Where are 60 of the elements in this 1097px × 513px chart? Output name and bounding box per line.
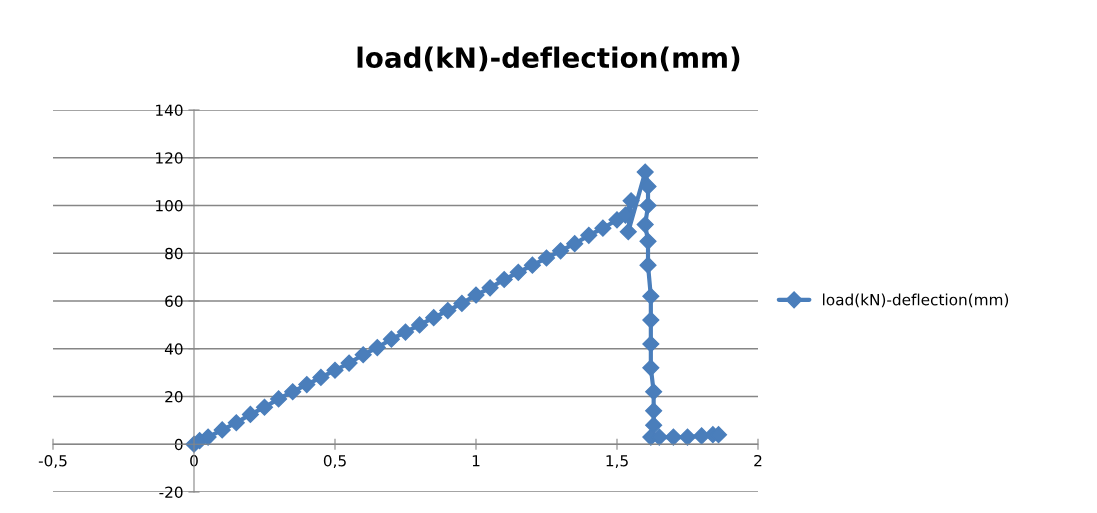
point — [639, 256, 657, 274]
point — [642, 287, 660, 305]
point — [523, 256, 541, 274]
y-tick-label: 0 — [174, 438, 183, 451]
point — [481, 279, 499, 297]
y-tick-label: 140 — [156, 104, 183, 117]
point — [439, 301, 457, 320]
point — [298, 376, 316, 394]
point — [453, 294, 471, 312]
point — [664, 428, 682, 446]
point — [340, 354, 358, 372]
point — [622, 192, 640, 210]
chart-title: load(kN)-deflection(mm) — [357, 46, 740, 72]
point — [594, 219, 612, 237]
point — [645, 402, 663, 420]
y-tick-label: 60 — [165, 295, 183, 308]
point — [645, 416, 663, 434]
point — [509, 263, 527, 281]
y-tick-label: 80 — [165, 247, 183, 260]
point — [312, 368, 330, 386]
point — [227, 414, 245, 432]
point — [619, 223, 637, 241]
point — [396, 323, 415, 341]
point — [642, 311, 660, 329]
point — [284, 383, 302, 401]
point — [636, 216, 654, 234]
point — [495, 270, 513, 289]
x-tick-label: 1,5 — [606, 455, 628, 469]
point — [642, 335, 660, 353]
point — [552, 242, 570, 260]
point — [241, 405, 259, 423]
point — [368, 339, 386, 357]
legend-label: load(kN)-deflection(mm) — [823, 293, 1009, 308]
point — [678, 428, 697, 446]
x-tick-label: 0 — [190, 454, 198, 467]
point — [537, 249, 556, 267]
x-tick-label: -0,5 — [38, 454, 67, 469]
point — [270, 390, 288, 408]
point — [566, 235, 584, 253]
y-tick-label: 120 — [156, 152, 183, 164]
point — [255, 398, 274, 416]
point — [645, 383, 663, 401]
x-tick-label: 2 — [754, 454, 762, 467]
point — [425, 309, 443, 327]
point — [354, 346, 372, 364]
point — [580, 226, 598, 244]
y-tick-label: 20 — [165, 390, 183, 403]
y-tick-label: -20 — [159, 486, 183, 499]
x-tick-label: 1 — [472, 455, 480, 467]
point — [326, 361, 344, 379]
y-tick-label: 100 — [156, 199, 183, 212]
x-tick-label: 0,5 — [323, 454, 346, 469]
point — [411, 316, 429, 334]
point — [639, 232, 657, 250]
point — [382, 330, 400, 348]
point — [213, 421, 231, 439]
point — [467, 286, 485, 304]
y-tick-label: 40 — [164, 343, 183, 355]
point — [642, 359, 660, 377]
point — [639, 196, 657, 215]
